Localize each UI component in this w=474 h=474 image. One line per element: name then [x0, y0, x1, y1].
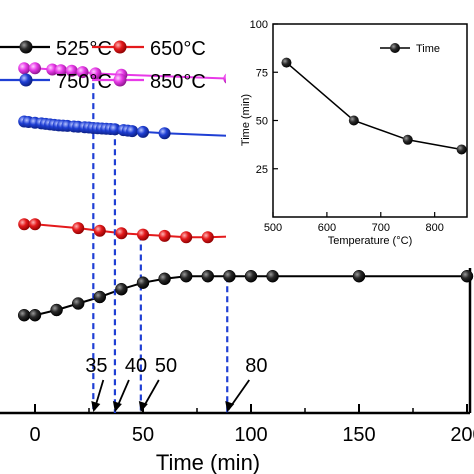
inset-data-point	[456, 144, 467, 155]
legend-marker	[19, 40, 33, 54]
inset-data-point	[281, 57, 292, 68]
data-point	[266, 269, 279, 283]
inset-legend-label: Time	[416, 43, 440, 55]
data-point	[137, 125, 149, 138]
marker-arrowhead	[91, 401, 101, 412]
marker-arrowhead	[225, 401, 235, 412]
legend-marker	[113, 40, 127, 54]
data-point	[137, 228, 149, 241]
data-point	[71, 297, 85, 310]
marker-label-35: 35	[85, 355, 107, 377]
data-point	[460, 269, 474, 283]
data-point	[180, 231, 193, 244]
inset-y-tick-label: 100	[250, 19, 268, 31]
inset-series-line	[285, 62, 462, 151]
inset-x-tick-label: 700	[372, 222, 390, 234]
data-point	[115, 227, 128, 240]
data-point	[158, 229, 171, 242]
data-point	[29, 218, 41, 231]
data-point	[115, 282, 128, 296]
legend-label: 650°C	[150, 38, 206, 60]
data-point	[136, 276, 150, 289]
time-marker-annotations: 35 40 50 80	[85, 355, 267, 412]
inset-legend: Time	[380, 43, 440, 55]
data-point	[65, 64, 78, 77]
inset-background	[226, 0, 474, 268]
inset-series	[281, 57, 467, 155]
data-point	[352, 269, 366, 283]
data-point	[201, 269, 215, 283]
marker-label-80: 80	[245, 355, 267, 377]
data-point	[18, 218, 31, 231]
x-tick-label: 200	[450, 424, 474, 446]
data-point	[17, 308, 31, 322]
x-tick-label: 150	[342, 424, 375, 446]
legend-marker	[113, 73, 127, 87]
data-point	[28, 308, 42, 322]
data-point	[46, 63, 59, 76]
main-legend: 525°C 650°C 750°C 850°C	[0, 38, 206, 93]
data-point	[29, 62, 41, 75]
marker-label-50: 50	[155, 355, 177, 377]
legend-marker	[19, 73, 33, 87]
data-point	[244, 269, 258, 283]
marker-label-40: 40	[125, 355, 147, 377]
data-point	[50, 303, 63, 317]
inset-x-axis-label: Temperature (°C)	[328, 235, 412, 247]
series-line-0	[24, 275, 467, 317]
time-marker-lines	[92, 73, 229, 413]
inset-y-axis-label: Time (min)	[240, 94, 252, 146]
data-point	[108, 123, 121, 136]
inset-data-point	[402, 134, 413, 145]
data-point	[76, 66, 89, 79]
main-x-axis-label: Time (min)	[156, 450, 260, 474]
data-point	[72, 222, 85, 235]
legend-label: 850°C	[150, 71, 206, 93]
inset-x-tick-label: 600	[318, 222, 336, 234]
main-series-points	[17, 62, 474, 322]
data-point	[93, 224, 106, 237]
marker-arrowhead	[112, 401, 122, 412]
inset-axes: 500 600 700 800 25 50 75 100	[250, 19, 444, 234]
legend-label: 525°C	[56, 38, 112, 60]
x-tick-label: 50	[132, 424, 154, 446]
data-point	[89, 67, 102, 80]
inset-legend-marker	[390, 43, 400, 53]
inset-y-tick-label: 50	[256, 116, 268, 128]
inset-y-tick-label: 75	[256, 67, 268, 79]
inset-y-tick-label: 25	[256, 164, 268, 176]
data-point	[54, 64, 67, 77]
data-point	[126, 125, 139, 138]
data-point	[158, 272, 171, 286]
inset-x-tick-label: 500	[264, 222, 282, 234]
inset-x-tick-label: 800	[425, 222, 443, 234]
data-point	[158, 127, 171, 140]
data-point	[93, 290, 107, 304]
legend-label: 750°C	[56, 71, 112, 93]
x-tick-label: 100	[234, 424, 267, 446]
main-x-axis: 0 50 100 150 200	[29, 404, 474, 446]
data-point	[223, 269, 236, 283]
x-tick-label: 0	[29, 424, 40, 446]
data-point	[179, 269, 193, 283]
data-point	[18, 62, 31, 75]
inset-data-point	[348, 115, 359, 126]
data-point	[201, 231, 214, 244]
